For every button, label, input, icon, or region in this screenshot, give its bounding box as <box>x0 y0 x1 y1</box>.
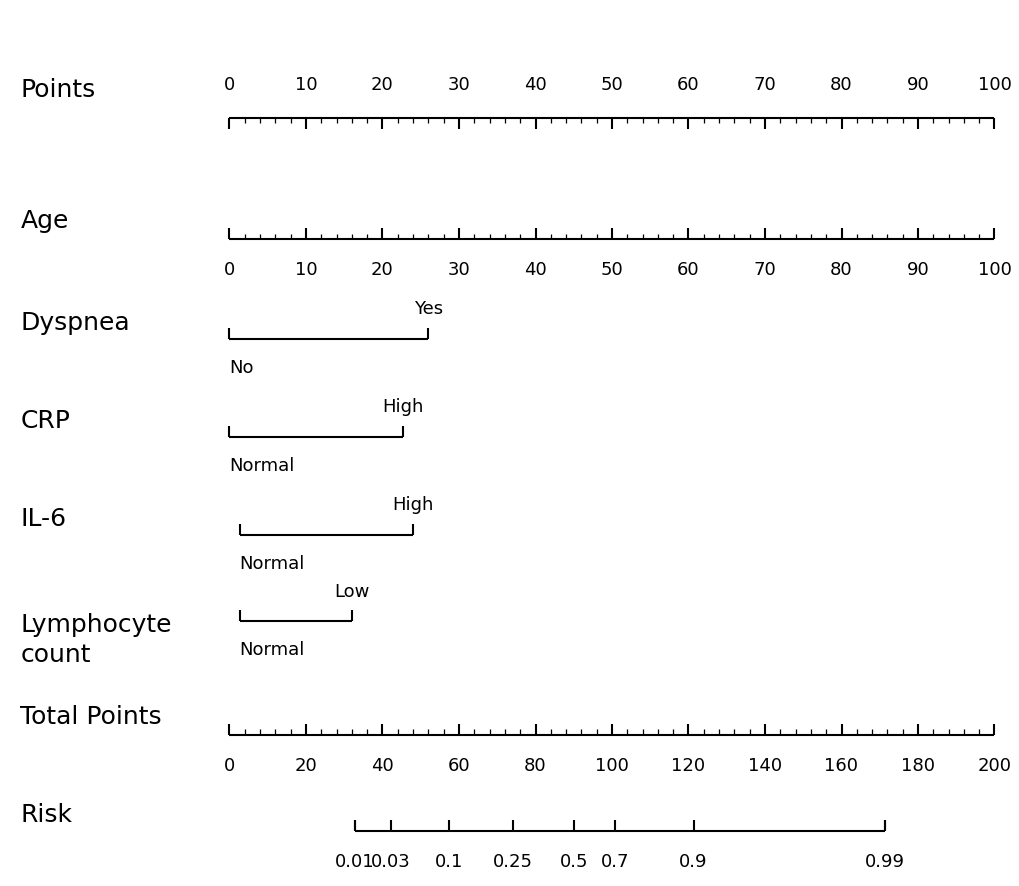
Text: 40: 40 <box>524 76 546 94</box>
Text: Age: Age <box>20 209 68 233</box>
Text: 0.25: 0.25 <box>492 853 533 871</box>
Text: 80: 80 <box>829 261 852 279</box>
Text: 20: 20 <box>371 261 393 279</box>
Text: 0.01: 0.01 <box>335 853 374 871</box>
Text: 60: 60 <box>447 757 470 774</box>
Text: Dyspnea: Dyspnea <box>20 311 129 335</box>
Text: Points: Points <box>20 78 96 102</box>
Text: 80: 80 <box>524 757 546 774</box>
Text: 30: 30 <box>447 261 470 279</box>
Text: 0: 0 <box>223 261 235 279</box>
Text: 60: 60 <box>677 76 699 94</box>
Text: Normal: Normal <box>229 457 294 475</box>
Text: 60: 60 <box>677 261 699 279</box>
Text: 40: 40 <box>524 261 546 279</box>
Text: 0.99: 0.99 <box>864 853 905 871</box>
Text: 0.03: 0.03 <box>371 853 410 871</box>
Text: 0: 0 <box>223 76 235 94</box>
Text: 100: 100 <box>594 757 629 774</box>
Text: 40: 40 <box>371 757 393 774</box>
Text: 100: 100 <box>976 261 1011 279</box>
Text: 0: 0 <box>223 757 235 774</box>
Text: 0.9: 0.9 <box>679 853 707 871</box>
Text: 100: 100 <box>976 76 1011 94</box>
Text: Yes: Yes <box>414 300 442 318</box>
Text: High: High <box>382 399 423 416</box>
Text: 30: 30 <box>447 76 470 94</box>
Text: 80: 80 <box>829 76 852 94</box>
Text: 0.1: 0.1 <box>434 853 463 871</box>
Text: 160: 160 <box>823 757 858 774</box>
Text: 200: 200 <box>976 757 1011 774</box>
Text: 0.7: 0.7 <box>600 853 629 871</box>
Text: Normal: Normal <box>239 641 305 659</box>
Text: 90: 90 <box>906 261 928 279</box>
Text: 20: 20 <box>371 76 393 94</box>
Text: Low: Low <box>334 583 369 601</box>
Text: No: No <box>229 359 254 377</box>
Text: 10: 10 <box>294 76 317 94</box>
Text: 180: 180 <box>900 757 934 774</box>
Text: 90: 90 <box>906 76 928 94</box>
Text: Risk: Risk <box>20 804 72 828</box>
Text: 120: 120 <box>671 757 705 774</box>
Text: 20: 20 <box>294 757 317 774</box>
Text: IL-6: IL-6 <box>20 507 66 531</box>
Text: 50: 50 <box>600 76 623 94</box>
Text: Total Points: Total Points <box>20 705 162 729</box>
Text: Normal: Normal <box>239 556 305 573</box>
Text: 70: 70 <box>753 76 775 94</box>
Text: 50: 50 <box>600 261 623 279</box>
Text: 0.5: 0.5 <box>559 853 588 871</box>
Text: High: High <box>392 496 433 515</box>
Text: 140: 140 <box>747 757 782 774</box>
Text: Lymphocyte
count: Lymphocyte count <box>20 613 172 667</box>
Text: 10: 10 <box>294 261 317 279</box>
Text: 70: 70 <box>753 261 775 279</box>
Text: CRP: CRP <box>20 409 70 433</box>
